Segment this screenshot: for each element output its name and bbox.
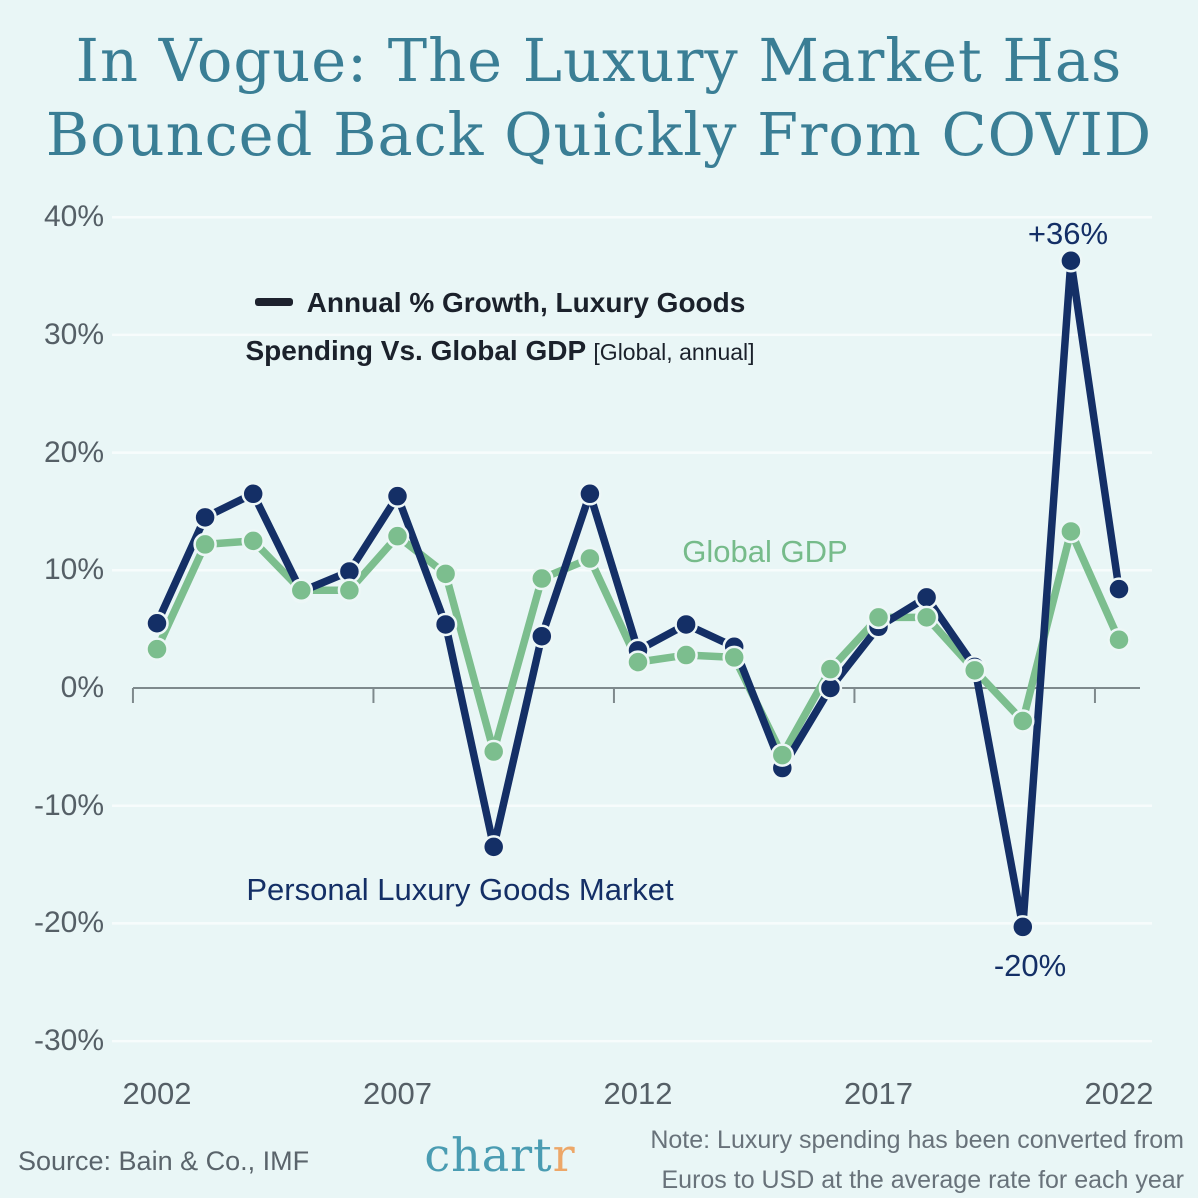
- chart-legend: Annual % Growth, Luxury Goods Spending V…: [200, 286, 800, 369]
- legend-text-line-2: Spending Vs. Global GDP: [245, 335, 586, 366]
- logo-text-main: chart: [424, 1128, 553, 1182]
- global-gdp-series-label: Global GDP: [682, 534, 848, 569]
- y-axis-tick-label: 10%: [43, 553, 104, 587]
- luxury-series-label: Personal Luxury Goods Market: [246, 872, 674, 907]
- x-axis-tick-label: 2012: [603, 1076, 673, 1111]
- title-line-1: In Vogue: The Luxury Market Has: [75, 26, 1123, 95]
- footnote-line-1: Note: Luxury spending has been converted…: [650, 1126, 1184, 1154]
- y-axis-tick-label: 20%: [43, 435, 104, 469]
- logo-text-accent: r: [552, 1128, 576, 1182]
- legend-text-qualifier: [Global, annual]: [593, 339, 755, 365]
- page-title: In Vogue: The Luxury Market Has Bounced …: [0, 24, 1198, 172]
- x-axis-tick-label: 2017: [844, 1076, 913, 1111]
- trough-value-label: -20%: [993, 948, 1067, 983]
- footnote: Note: Luxury spending has been converted…: [624, 1120, 1184, 1198]
- chartr-logo: chartr: [380, 1128, 620, 1182]
- x-axis-tick-label: 2002: [122, 1076, 192, 1111]
- legend-line-2: Spending Vs. Global GDP [Global, annual]: [200, 334, 800, 369]
- y-axis-tick-label: 0%: [60, 671, 104, 704]
- y-axis-tick-label: -30%: [33, 1024, 104, 1058]
- footnote-line-2: Euros to USD at the average rate for eac…: [661, 1166, 1185, 1194]
- source-credit: Source: Bain & Co., IMF: [18, 1146, 310, 1176]
- y-axis-tick-label: -10%: [33, 788, 104, 822]
- x-axis-tick-label: 2007: [363, 1076, 432, 1111]
- y-axis-tick-label: 40%: [43, 200, 104, 234]
- legend-line-1: Annual % Growth, Luxury Goods: [200, 286, 800, 320]
- x-axis-tick-label: 2022: [1084, 1076, 1154, 1111]
- peak-value-label: +36%: [1027, 216, 1109, 251]
- y-axis-tick-label: 30%: [43, 317, 104, 351]
- y-axis-tick-label: -20%: [33, 906, 104, 940]
- legend-text-line-1: Annual % Growth, Luxury Goods: [306, 287, 746, 318]
- title-line-2: Bounced Back Quickly From COVID: [45, 100, 1153, 169]
- legend-line-marker: [254, 297, 293, 306]
